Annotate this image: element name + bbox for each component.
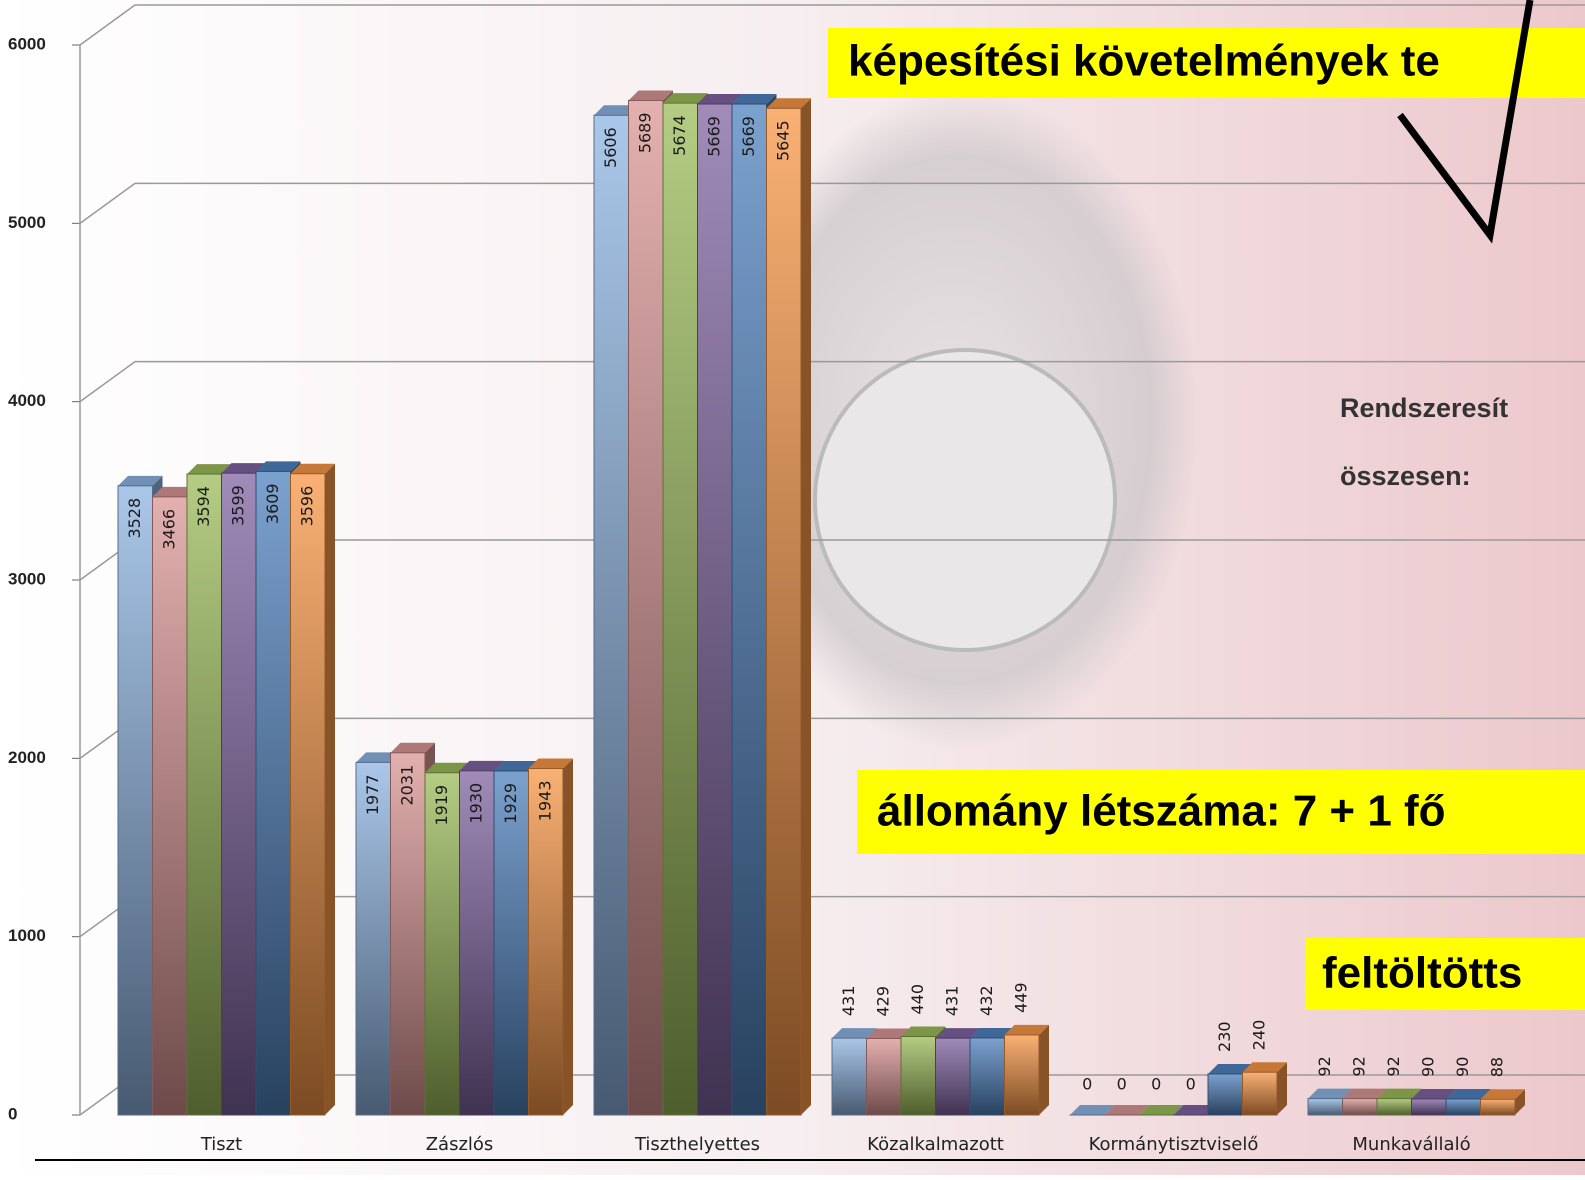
value-label: 90 <box>1418 1057 1437 1077</box>
value-label: 92 <box>1349 1056 1368 1076</box>
bar <box>256 471 291 1115</box>
y-tick-label: 6000 <box>8 34 46 53</box>
x-tick-label: Zászlós <box>426 1134 494 1155</box>
bar <box>1377 1099 1412 1115</box>
value-label: 1977 <box>363 774 382 815</box>
bar <box>1343 1099 1378 1115</box>
bar <box>629 100 664 1115</box>
annotation: Rendszeresít <box>1340 393 1508 423</box>
value-label: 88 <box>1487 1057 1506 1077</box>
bar <box>187 474 222 1115</box>
value-label: 240 <box>1249 1020 1268 1051</box>
value-label: 2031 <box>397 765 416 806</box>
bar <box>698 104 733 1115</box>
value-label: 5674 <box>670 115 689 156</box>
bar <box>901 1037 936 1115</box>
bar <box>867 1038 902 1115</box>
value-label: 1919 <box>432 785 451 826</box>
bar-side <box>1039 1025 1049 1115</box>
bar-side <box>801 98 811 1115</box>
value-label: 5645 <box>773 120 792 161</box>
bar <box>291 474 326 1115</box>
value-label: 0 <box>1151 1075 1161 1094</box>
value-label: 1929 <box>501 783 520 824</box>
value-label: 3466 <box>159 509 178 550</box>
value-label: 230 <box>1215 1021 1234 1052</box>
x-tick-label: Közalkalmazott <box>867 1134 1004 1155</box>
value-label: 90 <box>1453 1057 1472 1077</box>
y-tick-label: 3000 <box>8 569 46 588</box>
value-label: 0 <box>1186 1075 1196 1094</box>
bar <box>1446 1099 1481 1115</box>
y-tick-label: 5000 <box>8 213 46 232</box>
y-tick-label: 4000 <box>8 391 46 410</box>
value-label: 92 <box>1384 1056 1403 1076</box>
annotation: állomány létszáma: 7 + 1 fő <box>877 787 1446 836</box>
value-label: 3528 <box>125 498 144 539</box>
bar <box>594 115 629 1115</box>
value-label: 429 <box>873 986 892 1017</box>
y-tick-label: 0 <box>8 1104 17 1123</box>
annotation: feltöltötts <box>1322 949 1522 998</box>
value-label: 0 <box>1117 1075 1127 1094</box>
emblem-disc <box>815 350 1115 650</box>
annotation: képesítési követelmények te <box>848 37 1440 86</box>
annotation: összesen: <box>1340 461 1471 491</box>
value-label: 3594 <box>194 486 213 527</box>
y-tick-label: 2000 <box>8 748 46 767</box>
x-tick-label: Kormánytisztviselő <box>1089 1134 1259 1155</box>
bar <box>1243 1072 1278 1115</box>
x-tick-label: Munkavállaló <box>1352 1134 1470 1155</box>
value-label: 5606 <box>601 127 620 168</box>
value-label: 1943 <box>535 780 554 821</box>
bar <box>732 104 767 1115</box>
bar <box>1481 1099 1516 1115</box>
x-tick-label: Tiszthelyettes <box>634 1134 760 1155</box>
value-label: 440 <box>908 984 927 1015</box>
value-label: 431 <box>942 986 961 1017</box>
value-label: 5689 <box>635 112 654 153</box>
x-tick-label: Tiszt <box>200 1134 242 1155</box>
bar <box>936 1038 971 1115</box>
bar <box>1208 1074 1243 1115</box>
value-label: 431 <box>839 986 858 1017</box>
y-tick-label: 1000 <box>8 926 46 945</box>
bar <box>767 108 802 1115</box>
bar <box>970 1038 1005 1115</box>
bar <box>832 1038 867 1115</box>
value-label: 3599 <box>228 485 247 526</box>
bar <box>222 473 257 1115</box>
value-label: 5669 <box>704 116 723 157</box>
bar <box>153 497 188 1115</box>
bar-side <box>563 758 573 1115</box>
bar <box>391 753 426 1115</box>
value-label: 1930 <box>466 783 485 824</box>
value-label: 92 <box>1315 1056 1334 1076</box>
bar <box>1308 1099 1343 1115</box>
value-label: 0 <box>1082 1075 1092 1094</box>
value-label: 432 <box>977 985 996 1016</box>
value-label: 3609 <box>263 483 282 524</box>
value-label: 3596 <box>297 486 316 527</box>
value-label: 5669 <box>739 116 758 157</box>
bar <box>118 486 153 1115</box>
bar-side <box>325 464 335 1115</box>
bar <box>663 103 698 1115</box>
value-label: 449 <box>1011 982 1030 1013</box>
bar <box>1005 1035 1040 1115</box>
bar <box>1412 1099 1447 1115</box>
